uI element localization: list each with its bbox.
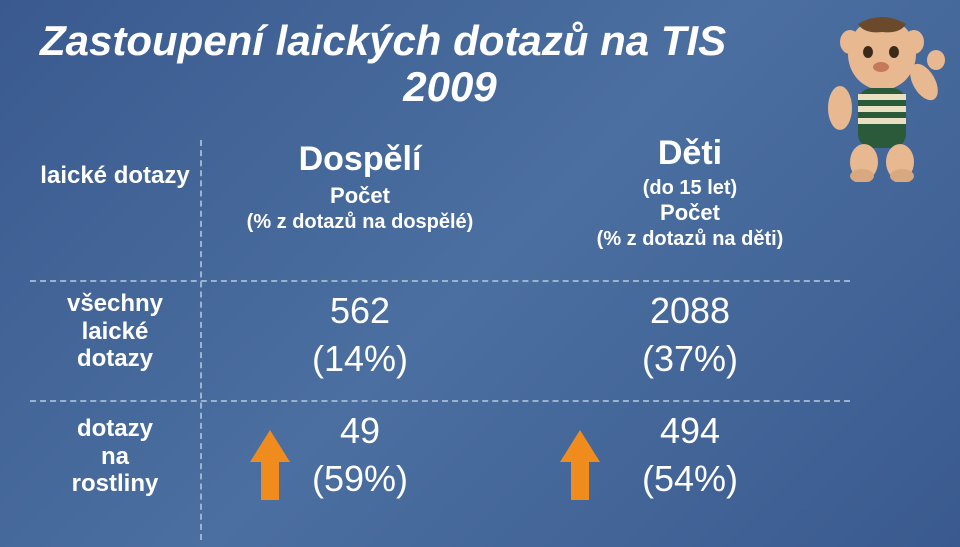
rowhead-2: dotazynarostliny	[30, 415, 200, 498]
arrow-up-icon	[560, 430, 600, 500]
cell-adults-all: 562 (14%)	[210, 290, 510, 380]
kids-header-sub0: (do 15 let)	[540, 177, 840, 200]
kids-all-pct: (37%)	[540, 338, 840, 380]
adults-header-sub1: Počet	[210, 183, 510, 209]
kids-header-main: Děti	[540, 134, 840, 173]
kids-header-sub2: (% z dotazů na děti)	[540, 228, 840, 251]
rowhead-2-text: dotazynarostliny	[30, 415, 200, 498]
kids-all-count: 2088	[540, 290, 840, 332]
baby-clipart	[810, 12, 950, 182]
col-kids-header: Děti (do 15 let) Počet (% z dotazů na dě…	[540, 134, 840, 251]
adults-header-sub2: (% z dotazů na dospělé)	[210, 211, 510, 234]
rowhead-0-text: laické dotazy	[30, 162, 200, 190]
arrow-up-icon	[250, 430, 290, 500]
rowhead-0: laické dotazy	[30, 162, 200, 190]
title-line1: Zastoupení laických dotazů na TIS	[40, 17, 726, 64]
kids-header-sub1: Počet	[540, 200, 840, 226]
rowhead-1-text: všechnylaickédotazy	[30, 290, 200, 373]
adults-header-main: Dospělí	[210, 140, 510, 179]
rowhead-1: všechnylaickédotazy	[30, 290, 200, 373]
divider-horizontal-1	[30, 280, 850, 282]
col-adults-header: Dospělí Počet (% z dotazů na dospělé)	[210, 140, 510, 234]
adults-all-pct: (14%)	[210, 338, 510, 380]
adults-all-count: 562	[210, 290, 510, 332]
divider-vertical	[200, 140, 202, 540]
cell-kids-all: 2088 (37%)	[540, 290, 840, 380]
divider-horizontal-2	[30, 400, 850, 402]
